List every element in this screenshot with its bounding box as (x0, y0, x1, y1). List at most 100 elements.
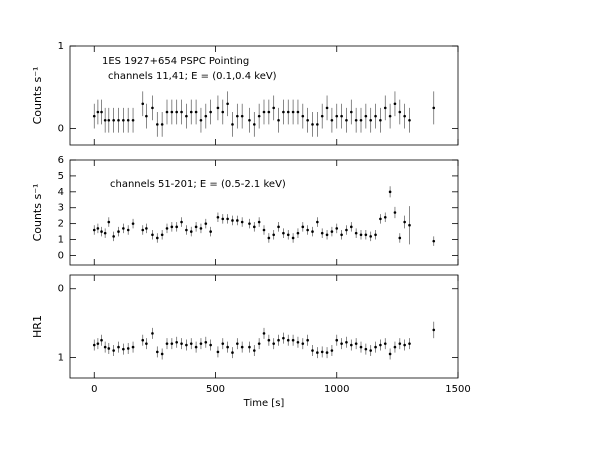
data-point (306, 338, 309, 342)
data-point (141, 338, 145, 342)
y-tick-label: 1 (58, 352, 64, 363)
data-point (286, 110, 290, 114)
data-point (103, 345, 107, 349)
data-point (122, 347, 125, 351)
data-point (291, 110, 295, 114)
data-point (393, 211, 397, 214)
data-point (194, 225, 198, 229)
data-point (126, 118, 130, 122)
data-point (248, 345, 251, 349)
data-point (403, 220, 406, 224)
data-point (100, 110, 103, 114)
data-point (240, 220, 244, 224)
data-point (291, 338, 295, 342)
data-point (189, 230, 193, 233)
data-point (170, 225, 174, 229)
data-point (96, 110, 100, 114)
data-point (282, 110, 285, 114)
annotation: channels 11,41; E = (0.1,0.4 keV) (108, 71, 277, 82)
data-point (180, 220, 183, 224)
data-point (204, 114, 208, 118)
data-point (100, 338, 103, 342)
data-point (156, 123, 159, 126)
data-point (160, 233, 164, 237)
data-point (383, 215, 387, 219)
data-point (253, 123, 256, 126)
data-point (316, 220, 319, 224)
data-point (151, 233, 154, 237)
data-point (340, 233, 343, 237)
data-point (131, 222, 135, 225)
data-point (311, 230, 314, 233)
data-point (185, 228, 188, 232)
data-point (359, 233, 363, 237)
data-point (432, 328, 436, 332)
data-point (240, 345, 244, 349)
data-point (221, 110, 225, 114)
data-point (231, 351, 234, 354)
annotation: channels 51-201; E = (0.5-2.1 keV) (110, 179, 286, 190)
data-point (340, 342, 343, 345)
data-point (145, 342, 148, 345)
data-point (156, 236, 159, 240)
data-point (330, 118, 334, 122)
data-point (92, 114, 96, 118)
data-point (165, 342, 169, 345)
y-tick-label: 0 (58, 124, 64, 135)
data-point (345, 340, 348, 344)
data-point (369, 118, 373, 122)
y-tick-label: 1 (58, 235, 64, 246)
data-point (301, 225, 305, 229)
data-point (131, 345, 135, 349)
data-point (330, 230, 334, 233)
data-point (267, 338, 271, 342)
data-point (393, 102, 397, 106)
data-point (383, 342, 387, 345)
y-tick-label: 4 (58, 187, 64, 198)
data-point (257, 342, 261, 345)
data-point (204, 222, 208, 225)
data-point (335, 227, 339, 230)
y-tick-label: 1 (58, 41, 64, 52)
data-point (262, 228, 266, 232)
data-point (175, 225, 178, 229)
data-point (175, 110, 178, 114)
data-point (335, 338, 339, 342)
data-point (374, 233, 377, 237)
data-point (272, 342, 276, 345)
data-point (408, 223, 411, 227)
data-point (216, 106, 220, 110)
x-tick-label: 0 (91, 384, 97, 395)
data-point (209, 110, 212, 114)
data-point (272, 106, 276, 110)
data-point (257, 114, 261, 118)
data-point (209, 230, 212, 233)
data-point (226, 217, 229, 221)
data-point (306, 118, 309, 122)
data-point (311, 123, 314, 126)
data-point (325, 233, 329, 237)
y-axis-label: Counts s⁻¹ (31, 67, 44, 125)
data-point (296, 110, 300, 114)
data-point (117, 345, 120, 349)
y-axis-label: HR1 (31, 315, 44, 338)
plot-frame (69, 159, 459, 266)
data-point (92, 228, 96, 232)
data-point (345, 228, 348, 232)
data-point (170, 110, 174, 114)
data-point (165, 110, 169, 114)
data-point (277, 225, 280, 229)
data-point (345, 118, 348, 122)
data-point (277, 338, 280, 342)
data-point (194, 110, 198, 114)
y-tick-label: 3 (58, 203, 64, 214)
data-point (354, 342, 358, 345)
x-tick-label: 1500 (445, 384, 470, 395)
data-point (354, 231, 358, 235)
data-point (107, 347, 111, 350)
data-point (236, 342, 239, 345)
data-point (185, 343, 188, 347)
x-tick-label: 1000 (324, 384, 349, 395)
data-point (236, 219, 239, 222)
